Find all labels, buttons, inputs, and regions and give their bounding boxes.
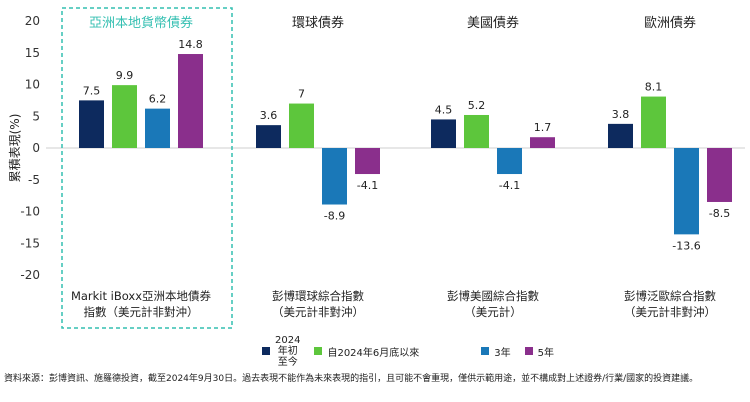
legend: 2024 年初 至今 自2024年6月底以來 3年 5年	[262, 329, 568, 373]
bar	[289, 103, 314, 148]
index-label: 指數（美元計非對沖）	[84, 305, 199, 319]
legend-item: 3年	[481, 344, 511, 359]
legend-swatch	[524, 347, 533, 355]
legend-label: 2024 年初 至今	[275, 335, 300, 368]
legend-swatch	[314, 347, 323, 355]
bar	[145, 108, 170, 148]
bar	[431, 119, 456, 148]
index-label: 彭博美國綜合指數	[447, 289, 539, 303]
y-axis-label: 累積表現(%)	[7, 114, 22, 183]
bar-value-label: 7.5	[83, 84, 101, 97]
bar-value-label: -4.1	[499, 179, 520, 192]
panel-title: 歐洲債券	[644, 15, 696, 31]
bar	[641, 96, 666, 148]
bar-value-label: 8.1	[645, 81, 663, 94]
y-tick-label: 0	[32, 141, 40, 155]
index-label: Markit iBoxx亞洲本地債券	[71, 289, 212, 303]
legend-label-line: 5年	[537, 347, 555, 359]
legend-swatch	[262, 347, 270, 355]
bar-value-label: -8.5	[709, 207, 730, 220]
y-tick-label: -20	[20, 268, 40, 282]
index-label: （美元計非對沖）	[624, 305, 716, 319]
bar	[355, 148, 380, 175]
legend-label-line: 年初	[277, 345, 298, 357]
y-tick-label: -5	[28, 173, 40, 187]
source-footnote: 資料來源：彭博資訊、施羅德投資，截至2024年9月30日。過去表現不能作為未來表…	[4, 374, 699, 384]
index-label: （美元計非對沖）	[272, 305, 364, 319]
panel-title: 亞洲本地貨幣債券	[89, 15, 193, 31]
highlight-frame	[61, 7, 233, 329]
legend-item: 5年	[524, 344, 554, 359]
bar-value-label: 6.2	[149, 93, 167, 106]
legend-swatch	[481, 347, 490, 355]
bar	[497, 148, 522, 175]
bar	[707, 148, 732, 202]
bar	[322, 148, 347, 205]
legend-item: 自2024年6月底以來	[314, 344, 419, 359]
y-tick-label: 5	[32, 109, 40, 123]
bar	[79, 100, 104, 148]
bar	[464, 114, 489, 148]
legend-label-line: 自2024年6月底以來	[327, 347, 420, 359]
y-tick-label: -15	[20, 236, 40, 250]
bar	[256, 125, 281, 148]
legend-label-line: 至今	[277, 356, 298, 368]
bar-value-label: 3.6	[260, 109, 278, 122]
legend-label: 3年	[494, 344, 510, 359]
legend-label-line: 3年	[494, 347, 511, 359]
index-label: （美元計）	[464, 305, 522, 319]
bar-value-label: 14.8	[178, 38, 203, 51]
index-label: 彭博環球綜合指數	[272, 289, 364, 303]
y-tick-label: 20	[25, 14, 40, 28]
bar-value-label: -4.1	[357, 179, 378, 192]
y-tick-label: -10	[20, 205, 40, 219]
bar-value-label: 3.8	[612, 108, 630, 121]
bar-value-label: 1.7	[534, 121, 552, 134]
bar	[112, 85, 137, 148]
bar	[674, 148, 699, 235]
panel-title: 環球債券	[292, 15, 344, 31]
legend-label-line: 2024	[275, 334, 301, 346]
panel-title: 美國債券	[467, 15, 519, 31]
bar	[178, 54, 203, 148]
legend-label: 5年	[538, 344, 554, 359]
bar-value-label: 9.9	[116, 69, 134, 82]
legend-item: 2024 年初 至今	[262, 335, 300, 368]
bar-value-label: 5.2	[468, 99, 486, 112]
legend-label: 自2024年6月底以來	[327, 344, 419, 359]
bar	[530, 137, 555, 148]
index-label: 彭博泛歐綜合指數	[624, 289, 716, 303]
y-tick-label: 10	[25, 78, 40, 92]
bar	[608, 123, 633, 148]
bar-value-label: 4.5	[435, 103, 453, 116]
y-tick-label: 15	[25, 46, 40, 60]
bar-value-label: -8.9	[324, 210, 345, 223]
bar-value-label: 7	[298, 88, 305, 101]
bar-value-label: -13.6	[672, 239, 700, 252]
